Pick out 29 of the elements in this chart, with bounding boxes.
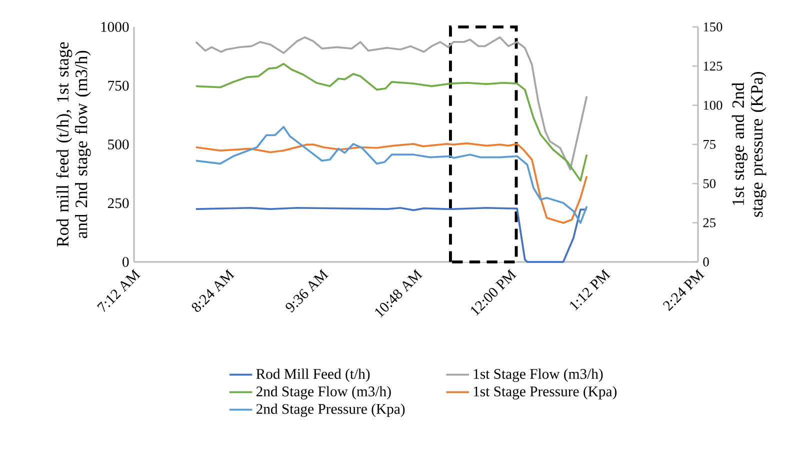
legend-label: 1st Stage Flow (m3/h) <box>474 368 603 382</box>
x-tick-label: 1:12 PM <box>570 269 611 311</box>
legend-label: 1st Stage Pressure (Kpa) <box>474 386 617 400</box>
x-tick-label: 2:24 PM <box>662 269 705 312</box>
y-tick-label: 0 <box>122 257 129 267</box>
x-tick-label: 8:24 AM <box>192 269 235 312</box>
y2-tick-label: 125 <box>704 62 722 71</box>
y-tick-label: 250 <box>108 198 129 208</box>
y2-tick-label: 100 <box>704 100 722 110</box>
legend-label: 2nd Stage Flow (m3/h) <box>256 386 391 400</box>
y2-tick-label: 0 <box>703 257 709 266</box>
legend-label: Rod Mill Feed (t/h) <box>256 368 370 382</box>
y2-tick-label: 25 <box>703 218 716 228</box>
y2-axis-title: 1st stage and 2nd stage pressure (KPa) <box>732 72 766 217</box>
line-series <box>194 206 588 263</box>
line-series <box>194 126 588 224</box>
line-series <box>194 142 588 224</box>
y-tick-label: 1000 <box>101 22 129 32</box>
y2-tick-label: 50 <box>703 179 716 188</box>
x-tick-label: 9:36 AM <box>286 269 329 313</box>
y-tick-label: 750 <box>108 80 129 91</box>
y2-tick-label: 75 <box>704 140 716 149</box>
line-series <box>194 62 588 182</box>
y-axis-title: Rod mill feed (t/h), 1st stage and 2nd stage flow (m3/h) <box>56 42 91 247</box>
y2-tick-label: 150 <box>704 22 722 32</box>
x-tick-label: 7:12 AM <box>97 269 141 312</box>
y-tick-label: 500 <box>108 140 129 150</box>
line-series <box>194 36 588 171</box>
legend-label: 2nd Stage Pressure (Kpa) <box>256 404 405 417</box>
